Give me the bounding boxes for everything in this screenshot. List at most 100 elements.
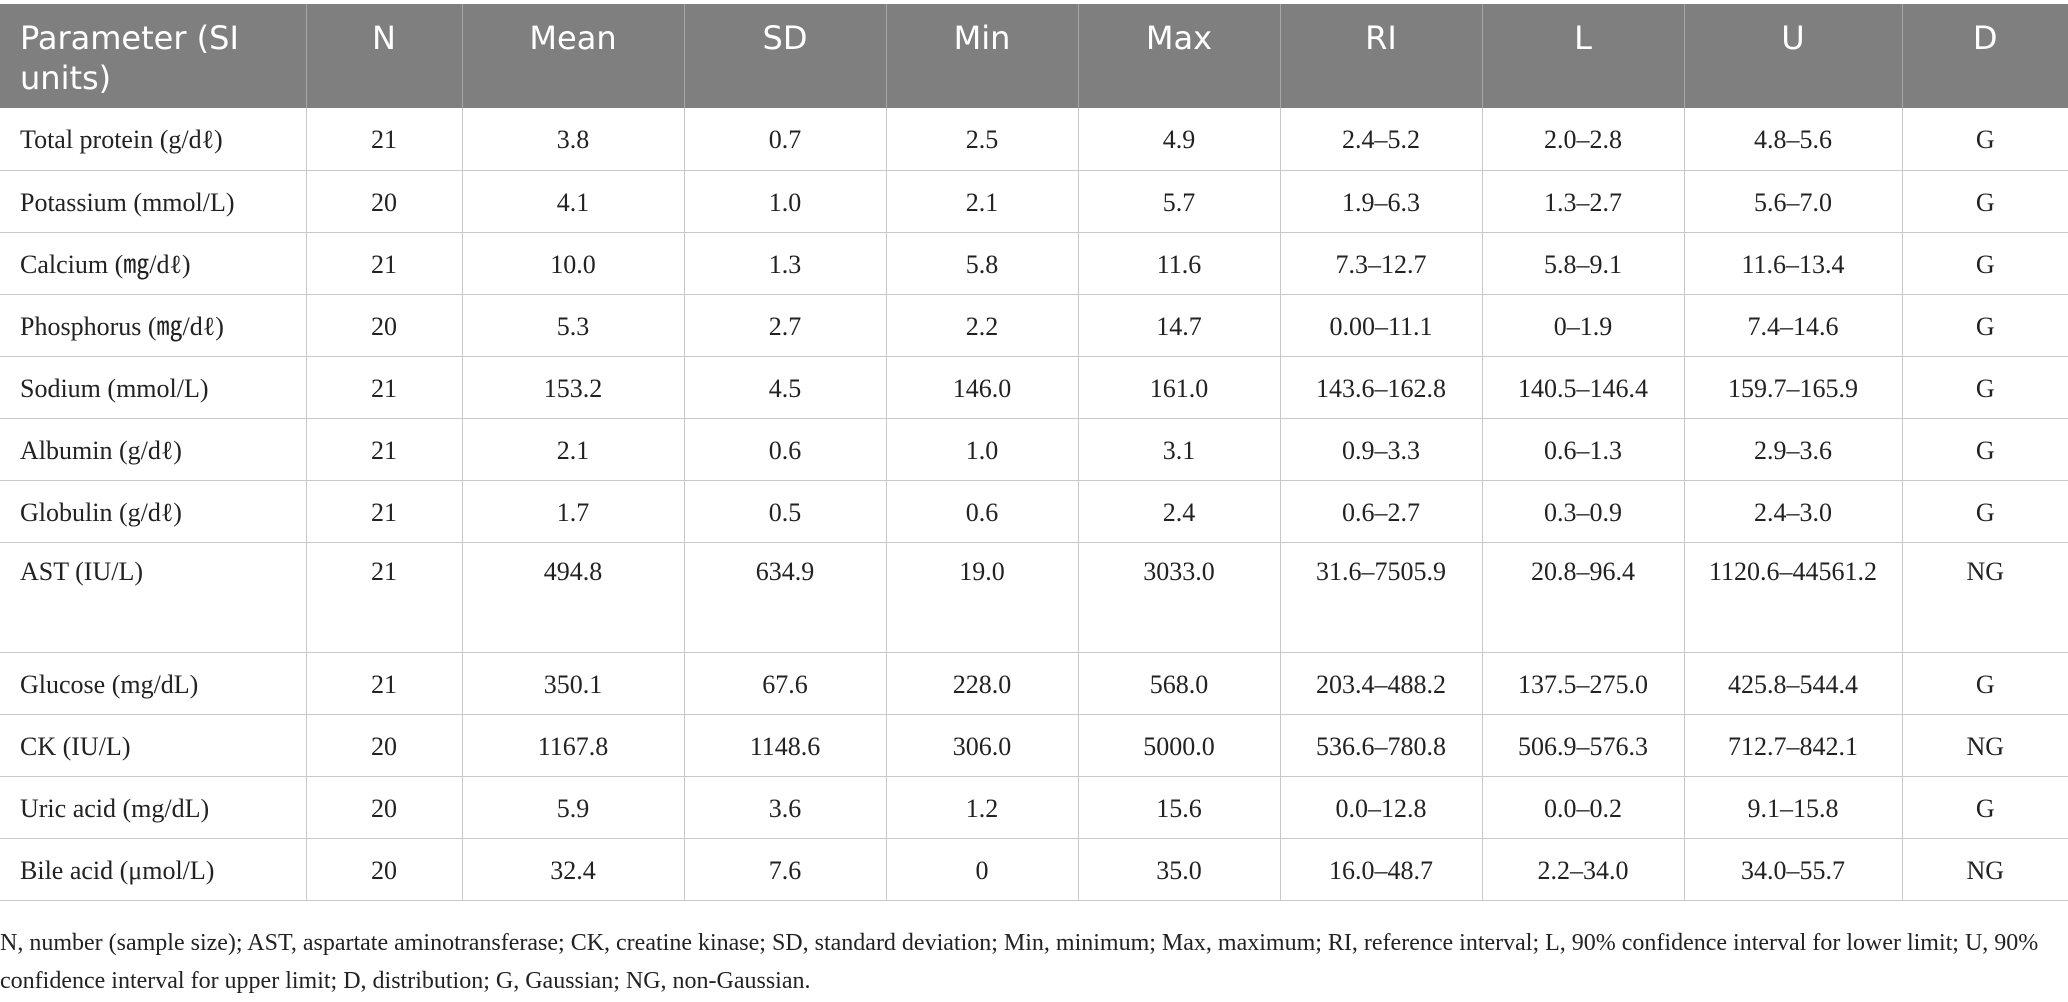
cell-l: 0–1.9 — [1482, 294, 1685, 357]
cell-d: G — [1902, 232, 2068, 295]
cell-u: 1120.6–44561.2 — [1684, 542, 1903, 653]
table-row: Uric acid (mg/dL) 20 5.9 3.6 1.2 15.6 0.0–12.8… — [0, 776, 2068, 839]
cell-l: 2.0–2.8 — [1482, 108, 1685, 171]
cell-d: NG — [1902, 714, 2068, 777]
cell-max: 4.9 — [1078, 108, 1281, 171]
cell-parameter: Total protein (g/dℓ) — [0, 108, 307, 171]
table-row: Phosphorus (㎎/dℓ) 20 5.3 2.7 2.2 14.7 0.00–11.… — [0, 294, 2068, 357]
cell-d: G — [1902, 108, 2068, 171]
cell-mean: 5.9 — [462, 776, 685, 839]
cell-sd: 2.7 — [684, 294, 887, 357]
cell-max: 3.1 — [1078, 418, 1281, 481]
table-body: Total protein (g/dℓ) 21 3.8 0.7 2.5 4.9 2.4–5.… — [0, 108, 2068, 901]
column-header-mean: Mean — [462, 4, 685, 108]
cell-parameter: Calcium (㎎/dℓ) — [0, 232, 307, 295]
cell-u: 7.4–14.6 — [1684, 294, 1903, 357]
cell-max: 14.7 — [1078, 294, 1281, 357]
cell-max: 5000.0 — [1078, 714, 1281, 777]
cell-max: 3033.0 — [1078, 542, 1281, 653]
cell-min: 2.2 — [886, 294, 1079, 357]
cell-sd: 4.5 — [684, 356, 887, 419]
column-header-l: L — [1482, 4, 1685, 108]
cell-sd: 0.7 — [684, 108, 887, 171]
cell-mean: 3.8 — [462, 108, 685, 171]
cell-max: 35.0 — [1078, 838, 1281, 901]
table-row: Calcium (㎎/dℓ) 21 10.0 1.3 5.8 11.6 7.3–12.7 5.… — [0, 232, 2068, 295]
cell-sd: 3.6 — [684, 776, 887, 839]
cell-d: G — [1902, 418, 2068, 481]
cell-parameter: AST (IU/L) — [0, 542, 307, 653]
cell-l: 137.5–275.0 — [1482, 652, 1685, 715]
cell-min: 146.0 — [886, 356, 1079, 419]
cell-l: 506.9–576.3 — [1482, 714, 1685, 777]
cell-n: 21 — [306, 232, 463, 295]
cell-d: G — [1902, 776, 2068, 839]
cell-parameter: CK (IU/L) — [0, 714, 307, 777]
cell-u: 2.9–3.6 — [1684, 418, 1903, 481]
cell-n: 20 — [306, 294, 463, 357]
cell-ri: 0.00–11.1 — [1280, 294, 1483, 357]
cell-u: 2.4–3.0 — [1684, 480, 1903, 543]
cell-u: 5.6–7.0 — [1684, 170, 1903, 233]
column-header-ri: RI — [1280, 4, 1483, 108]
cell-max: 15.6 — [1078, 776, 1281, 839]
cell-min: 1.2 — [886, 776, 1079, 839]
cell-u: 9.1–15.8 — [1684, 776, 1903, 839]
column-header-d: D — [1902, 4, 2068, 108]
cell-mean: 1167.8 — [462, 714, 685, 777]
cell-n: 21 — [306, 108, 463, 171]
cell-ri: 0.9–3.3 — [1280, 418, 1483, 481]
cell-min: 2.5 — [886, 108, 1079, 171]
cell-u: 34.0–55.7 — [1684, 838, 1903, 901]
cell-ri: 0.0–12.8 — [1280, 776, 1483, 839]
cell-max: 11.6 — [1078, 232, 1281, 295]
cell-u: 4.8–5.6 — [1684, 108, 1903, 171]
cell-max: 161.0 — [1078, 356, 1281, 419]
cell-mean: 4.1 — [462, 170, 685, 233]
cell-sd: 634.9 — [684, 542, 887, 653]
cell-mean: 10.0 — [462, 232, 685, 295]
cell-n: 21 — [306, 418, 463, 481]
cell-mean: 5.3 — [462, 294, 685, 357]
cell-ri: 2.4–5.2 — [1280, 108, 1483, 171]
cell-parameter: Glucose (mg/dL) — [0, 652, 307, 715]
table-container: Parameter (SI units) N Mean SD Min Max R… — [0, 4, 2068, 901]
column-header-parameter: Parameter (SI units) — [0, 4, 307, 108]
cell-sd: 1.0 — [684, 170, 887, 233]
cell-sd: 1.3 — [684, 232, 887, 295]
cell-ri: 536.6–780.8 — [1280, 714, 1483, 777]
cell-min: 0.6 — [886, 480, 1079, 543]
table-row: Globulin (g/dℓ) 21 1.7 0.5 0.6 2.4 0.6–2.7 0.3–… — [0, 480, 2068, 543]
table-row: Albumin (g/dℓ) 21 2.1 0.6 1.0 3.1 0.9–3.3 0.6–1… — [0, 418, 2068, 481]
cell-ri: 16.0–48.7 — [1280, 838, 1483, 901]
cell-parameter: Phosphorus (㎎/dℓ) — [0, 294, 307, 357]
cell-n: 21 — [306, 480, 463, 543]
cell-n: 20 — [306, 776, 463, 839]
cell-ri: 31.6–7505.9 — [1280, 542, 1483, 653]
cell-mean: 1.7 — [462, 480, 685, 543]
cell-l: 0.3–0.9 — [1482, 480, 1685, 543]
column-header-sd: SD — [684, 4, 887, 108]
header-row: Parameter (SI units) N Mean SD Min Max R… — [0, 4, 2068, 108]
table-row: Bile acid (μmol/L) 20 32.4 7.6 0 35.0 16.0–48.… — [0, 838, 2068, 901]
cell-parameter: Potassium (mmol/L) — [0, 170, 307, 233]
cell-parameter: Uric acid (mg/dL) — [0, 776, 307, 839]
cell-mean: 350.1 — [462, 652, 685, 715]
cell-d: NG — [1902, 838, 2068, 901]
reference-interval-table: Parameter (SI units) N Mean SD Min Max R… — [0, 4, 2068, 901]
table-row: Glucose (mg/dL) 21 350.1 67.6 228.0 568.0 203.… — [0, 652, 2068, 715]
table-footnote: N, number (sample size); AST, aspartate … — [0, 930, 2039, 994]
cell-d: NG — [1902, 542, 2068, 653]
cell-sd: 0.6 — [684, 418, 887, 481]
cell-mean: 32.4 — [462, 838, 685, 901]
cell-max: 2.4 — [1078, 480, 1281, 543]
cell-min: 306.0 — [886, 714, 1079, 777]
table-row: CK (IU/L) 20 1167.8 1148.6 306.0 5000.0 536.6–… — [0, 714, 2068, 777]
table-row: Sodium (mmol/L) 21 153.2 4.5 146.0 161.0 143.6… — [0, 356, 2068, 419]
cell-sd: 67.6 — [684, 652, 887, 715]
cell-min: 0 — [886, 838, 1079, 901]
cell-ri: 1.9–6.3 — [1280, 170, 1483, 233]
cell-n: 20 — [306, 838, 463, 901]
cell-l: 140.5–146.4 — [1482, 356, 1685, 419]
cell-sd: 7.6 — [684, 838, 887, 901]
